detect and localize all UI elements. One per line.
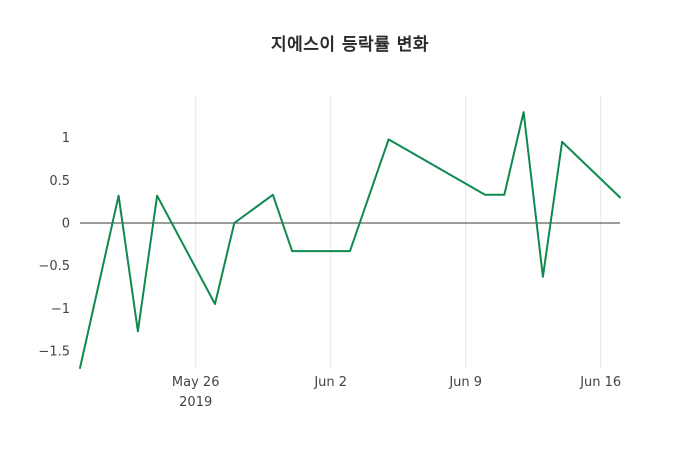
y-axis-tick: −0.5 (38, 259, 70, 274)
y-axis-tick: −1 (51, 302, 70, 317)
y-axis-tick: 1 (62, 131, 70, 146)
y-axis-tick: 0 (62, 216, 70, 231)
y-axis-tick: 0.5 (49, 174, 70, 189)
y-axis-tick: −1.5 (38, 344, 70, 359)
x-axis-tick: Jun 16 (579, 375, 621, 390)
x-axis-tick: Jun 9 (448, 375, 482, 390)
chart-title: 지에스이 등락률 변화 (270, 35, 430, 55)
series-line (79, 111, 621, 369)
x-axis-tick-year: 2019 (179, 395, 212, 410)
x-axis-tick: Jun 2 (313, 375, 347, 390)
x-axis-tick: May 26 (172, 375, 220, 390)
